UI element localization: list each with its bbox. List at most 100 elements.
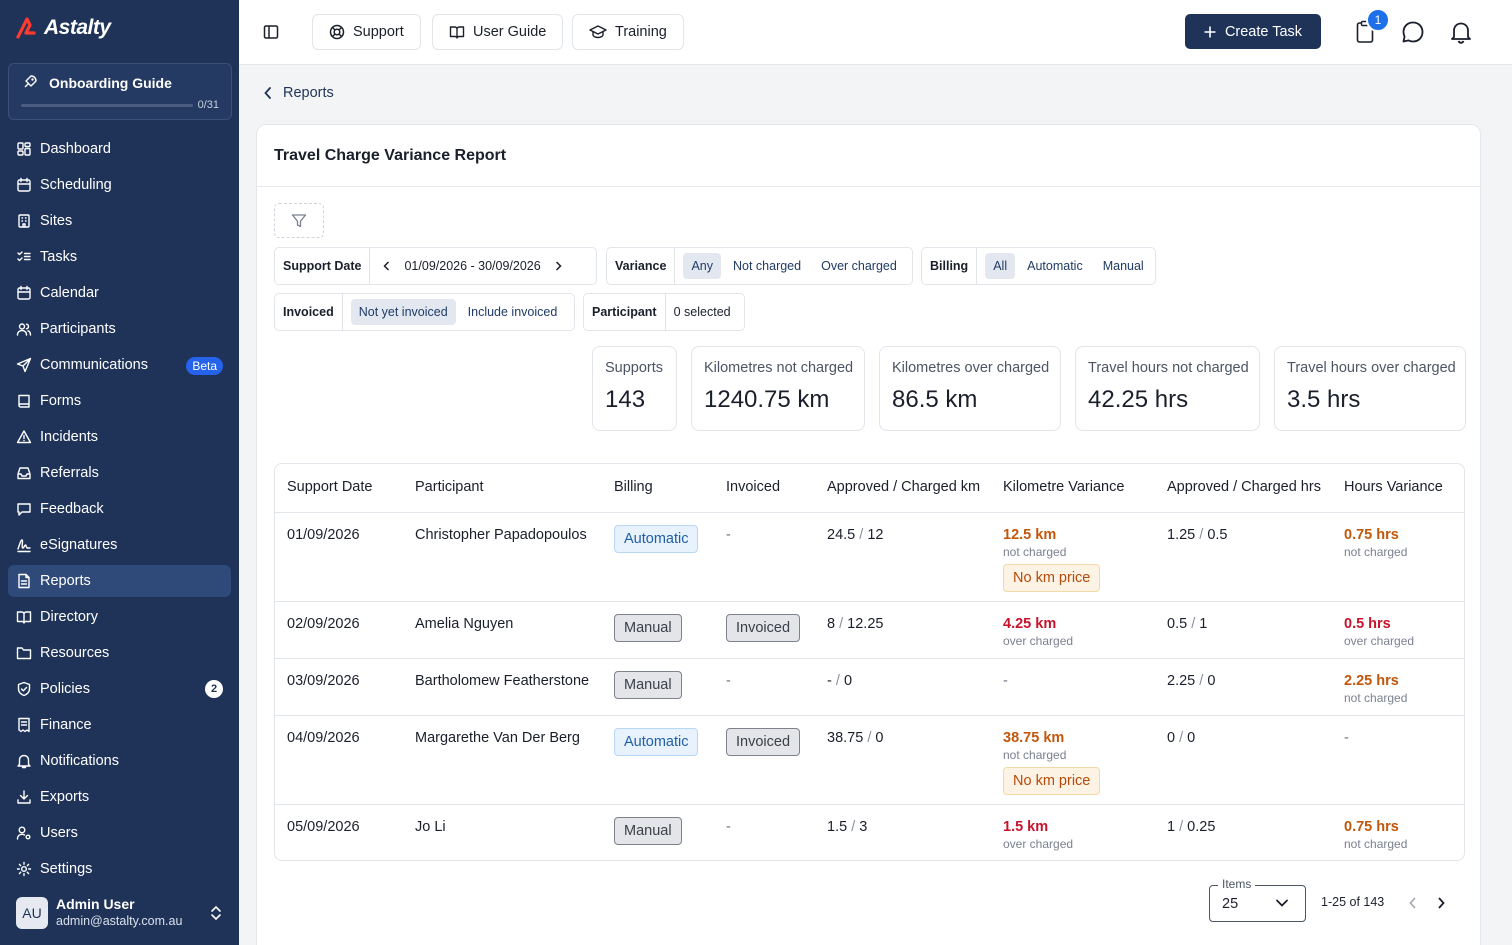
cell-hours-variance: 0.75 hrs not charged [1344, 527, 1408, 559]
table-row[interactable]: 04/09/2026 Margarethe Van Der Berg Automat… [275, 715, 1464, 804]
billing-option-automatic[interactable]: Automatic [1027, 259, 1083, 273]
column-header[interactable]: Approved / Charged km [827, 479, 981, 495]
breadcrumb-reports[interactable]: Reports [283, 85, 334, 101]
onboarding-count: 0/31 [197, 99, 219, 111]
sidebar-item-participants[interactable]: Participants [8, 313, 231, 345]
sidebar-item-notifications[interactable]: Notifications [8, 745, 231, 777]
calendar-icon [17, 285, 31, 300]
sidebar-item-exports[interactable]: Exports [8, 781, 231, 813]
column-header[interactable]: Participant [415, 479, 484, 495]
stat-value: 86.5 km [892, 386, 978, 413]
send-icon [16, 357, 32, 373]
column-header[interactable]: Invoiced [726, 479, 781, 495]
stat-value: 42.25 hrs [1088, 386, 1189, 413]
sidebar-item-settings[interactable]: Settings [8, 853, 231, 885]
sidebar-item-label: Finance [40, 717, 92, 733]
stat-hrs-over-charged: Travel hours over charged 3.5 hrs [1274, 346, 1466, 431]
support-date-filter: Support Date 01/09/2026 - 30/09/2026 [274, 247, 597, 285]
sidebar-item-referrals[interactable]: Referrals [8, 457, 231, 489]
cell-approved-charged-km: 1.5 / 3 [827, 819, 868, 835]
column-header[interactable]: Approved / Charged hrs [1167, 479, 1321, 495]
sidebar-item-users[interactable]: Users [8, 817, 231, 849]
invoiced-option-not-yet[interactable]: Not yet invoiced [350, 299, 456, 325]
onboarding-guide[interactable]: Onboarding Guide 0/31 [8, 63, 232, 120]
table-row[interactable]: 05/09/2026 Jo Li Manual - 1.5 / 3 1.5 km over … [275, 804, 1464, 860]
sidebar-item-feedback[interactable]: Feedback [8, 493, 231, 525]
table-row[interactable]: 01/09/2026 Christopher Papadopoulos Automa… [275, 512, 1464, 601]
cell-participant: Amelia Nguyen [415, 616, 514, 632]
billing-badge: Automatic [614, 728, 699, 756]
chat-icon[interactable] [1401, 20, 1425, 44]
sidebar-item-label: Notifications [40, 753, 119, 769]
participant-filter[interactable]: Participant 0 selected [583, 293, 745, 331]
invoiced-badge: Invoiced [726, 728, 801, 756]
bell-icon[interactable] [1449, 20, 1473, 44]
support-label: Support [353, 24, 404, 40]
sidebar-item-tasks[interactable]: Tasks [8, 241, 231, 273]
filter-button[interactable] [274, 203, 324, 238]
beta-badge: Beta [186, 357, 223, 375]
date-range-value[interactable]: 01/09/2026 - 30/09/2026 [404, 259, 541, 273]
sidebar-item-sites[interactable]: Sites [8, 205, 231, 237]
sidebar-item-directory[interactable]: Directory [8, 601, 231, 633]
create-task-button[interactable]: Create Task [1185, 14, 1321, 49]
date-prev-icon[interactable] [382, 260, 392, 272]
no-km-price-badge: No km price [1003, 767, 1101, 795]
variance-option-not-charged[interactable]: Not charged [732, 259, 802, 273]
cell-approved-charged-hrs: 1 / 0.25 [1167, 819, 1216, 835]
user-menu[interactable]: AU Admin User admin@astalty.com.au [16, 895, 226, 931]
onboarding-title: Onboarding Guide [49, 75, 172, 91]
column-header[interactable]: Billing [614, 479, 653, 495]
next-page-icon[interactable] [1436, 896, 1446, 910]
breadcrumb[interactable]: Reports [263, 85, 334, 101]
sidebar: Astalty Onboarding Guide 0/31 Dashboard S… [0, 0, 239, 945]
app-logo[interactable]: Astalty [16, 16, 111, 40]
sidebar-item-esignatures[interactable]: eSignatures [8, 529, 231, 561]
sidebar-item-label: Sites [40, 213, 73, 229]
cell-participant: Christopher Papadopoulos [415, 527, 587, 543]
billing-option-manual[interactable]: Manual [1102, 259, 1144, 273]
sidebar-toggle-icon[interactable] [263, 24, 279, 40]
billing-option-all[interactable]: All [985, 253, 1016, 279]
dashboard-icon [17, 142, 31, 156]
items-value: 25 [1222, 896, 1239, 912]
sidebar-item-resources[interactable]: Resources [8, 637, 231, 669]
cell-km-variance: 38.75 km not charged [1003, 730, 1067, 762]
variance-option-over-charged[interactable]: Over charged [821, 259, 897, 273]
sidebar-item-scheduling[interactable]: Scheduling [8, 169, 231, 201]
cell-approved-charged-km: 8 / 12.25 [827, 616, 884, 632]
sidebar-item-policies[interactable]: Policies 2 [8, 673, 231, 705]
support-button[interactable]: Support [312, 14, 421, 50]
message-square-icon [17, 503, 31, 516]
tasks-count-badge: 1 [1366, 8, 1390, 32]
book-icon [18, 394, 30, 408]
inbox-icon [17, 467, 31, 480]
cell-approved-charged-hrs: 1.25 / 0.5 [1167, 527, 1228, 543]
no-km-price-badge: No km price [1003, 564, 1101, 592]
sidebar-item-calendar[interactable]: Calendar [8, 277, 231, 309]
users-icon [16, 323, 32, 336]
column-header[interactable]: Kilometre Variance [1003, 479, 1125, 495]
sidebar-item-label: Directory [40, 609, 99, 625]
sidebar-item-incidents[interactable]: Incidents [8, 421, 231, 453]
items-per-page-select[interactable]: Items 25 [1209, 877, 1306, 922]
page-range: 1-25 of 143 [1321, 895, 1385, 909]
column-header[interactable]: Hours Variance [1344, 479, 1443, 495]
table-row[interactable]: 03/09/2026 Bartholomew Featherstone Manual… [275, 658, 1464, 715]
sidebar-item-dashboard[interactable]: Dashboard [8, 133, 231, 165]
invoiced-option-include[interactable]: Include invoiced [467, 305, 558, 319]
sidebar-item-reports[interactable]: Reports [8, 565, 231, 597]
prev-page-icon[interactable] [1408, 896, 1418, 910]
variance-option-any[interactable]: Any [683, 253, 721, 279]
sidebar-item-finance[interactable]: Finance [8, 709, 231, 741]
table-row[interactable]: 02/09/2026 Amelia Nguyen Manual Invoiced 8 /… [275, 601, 1464, 658]
date-next-icon[interactable] [553, 260, 563, 272]
sidebar-item-communications[interactable]: Communications Beta [8, 349, 231, 381]
sidebar-item-forms[interactable]: Forms [8, 385, 231, 417]
user-guide-button[interactable]: User Guide [432, 14, 564, 50]
cell-support-date: 05/09/2026 [287, 819, 360, 835]
sidebar-item-label: Dashboard [40, 141, 111, 157]
billing-badge: Manual [614, 817, 682, 845]
column-header[interactable]: Support Date [287, 479, 373, 495]
training-button[interactable]: Training [572, 14, 684, 50]
